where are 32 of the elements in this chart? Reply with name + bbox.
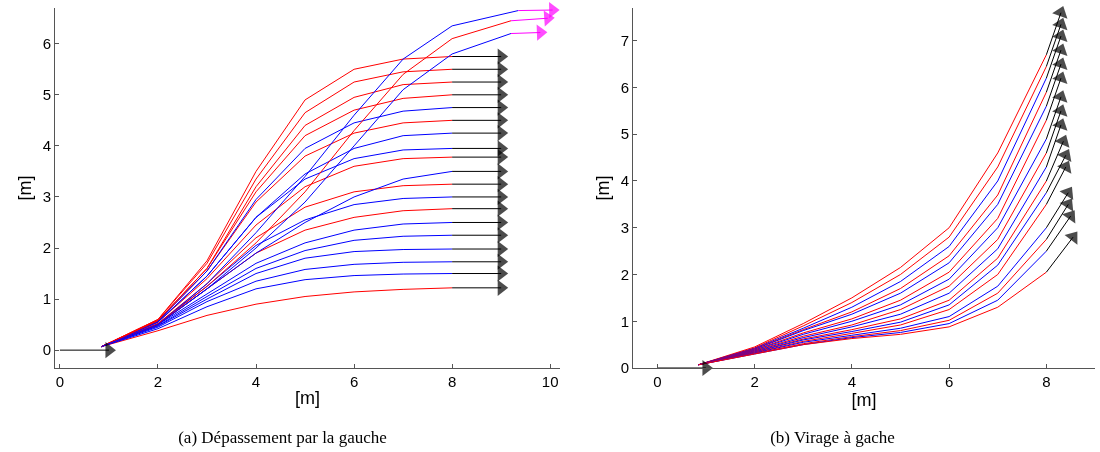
x-axis-title: [m] xyxy=(851,390,877,410)
y-tick-label: 1 xyxy=(620,312,629,330)
y-axis-title: [m] xyxy=(14,175,35,201)
text: (a) Dépassement par la gauche xyxy=(178,427,387,447)
y-tick-label: 5 xyxy=(620,125,629,143)
y-tick-label: 2 xyxy=(42,239,51,257)
y-axis-title: [m] xyxy=(592,175,613,201)
x-tick-label: 6 xyxy=(349,373,359,390)
x-tick-label: 2 xyxy=(153,373,163,390)
x-tick-label: 10 xyxy=(541,373,559,390)
x-axis-title: [m] xyxy=(295,388,320,409)
y-tick-label: 3 xyxy=(620,218,629,236)
x-tick-label: 8 xyxy=(1042,373,1051,390)
y-tick-label: 6 xyxy=(620,78,629,96)
x-tick-label: 4 xyxy=(847,373,857,390)
y-tick-label: 4 xyxy=(42,137,51,155)
y-tick-label: 0 xyxy=(620,359,629,377)
y-tick-label: 4 xyxy=(620,172,629,190)
y-tick-label: 2 xyxy=(620,265,629,283)
y-tick-label: 3 xyxy=(42,188,51,206)
y-tick-label: 0 xyxy=(42,341,51,359)
x-tick-label: 4 xyxy=(251,373,261,390)
x-tick-label: 0 xyxy=(653,373,662,390)
y-tick-label: 5 xyxy=(42,86,51,104)
text: (b) Virage à gache xyxy=(770,427,895,447)
x-tick-label: 2 xyxy=(750,373,759,390)
y-tick-label: 1 xyxy=(42,290,51,308)
x-tick-label: 8 xyxy=(447,373,457,390)
x-tick-label: 0 xyxy=(55,373,65,390)
y-tick-label: 6 xyxy=(42,34,51,52)
y-tick-label: 7 xyxy=(620,31,629,49)
x-tick-label: 6 xyxy=(944,373,954,390)
